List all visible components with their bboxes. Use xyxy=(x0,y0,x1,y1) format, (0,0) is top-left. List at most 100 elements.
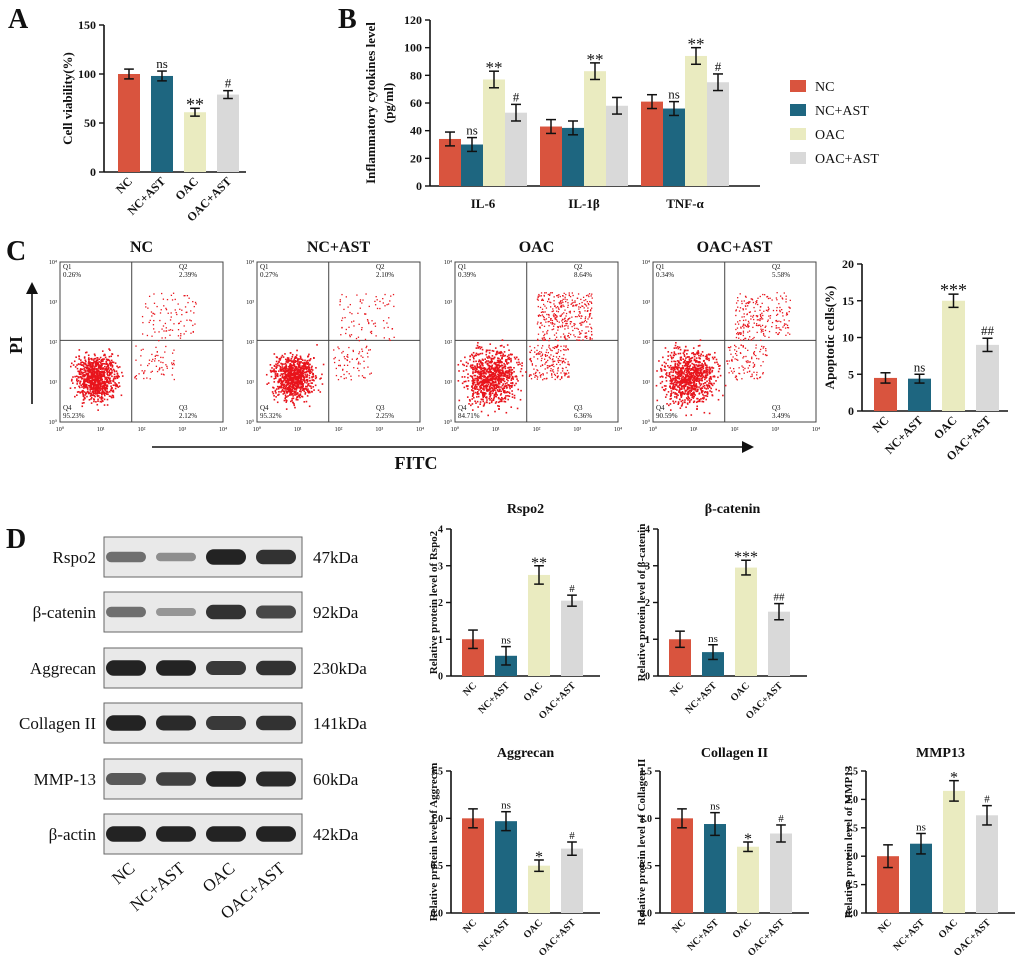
flow-dot xyxy=(117,366,120,369)
flow-dot xyxy=(749,301,751,303)
flow-dot xyxy=(359,300,361,303)
flow-dot xyxy=(103,354,105,357)
flow-dot xyxy=(494,387,496,389)
flow-dot xyxy=(555,346,557,348)
flow-dot xyxy=(743,327,745,329)
flow-dot xyxy=(90,373,93,376)
flow-dot xyxy=(103,384,106,387)
flow-dot xyxy=(541,324,543,326)
flow-dot xyxy=(488,402,491,405)
flow-dot xyxy=(694,389,697,391)
flow-dot xyxy=(499,398,502,401)
flow-dot xyxy=(97,395,100,397)
flow-dot xyxy=(353,320,355,322)
flow-dot xyxy=(699,355,702,357)
flow-dot xyxy=(158,368,161,370)
flow-dot xyxy=(489,385,491,387)
flow-dot xyxy=(665,373,667,375)
flow-dot xyxy=(284,396,287,398)
flow-dot xyxy=(578,331,581,333)
flow-dot xyxy=(489,360,492,363)
flow-dot xyxy=(490,371,492,373)
flow-dot xyxy=(496,389,499,392)
flow-dot xyxy=(108,377,110,380)
flow-dot xyxy=(528,374,531,376)
flow-dot xyxy=(555,317,557,319)
flow-dot xyxy=(589,314,591,316)
flow-dot xyxy=(771,321,774,324)
flow-dot xyxy=(290,365,293,368)
flow-dot xyxy=(185,311,187,314)
flow-dot xyxy=(737,323,740,325)
flow-dot xyxy=(280,373,283,375)
flow-dot xyxy=(479,376,481,378)
flow-dot xyxy=(501,367,504,369)
flow-dot xyxy=(510,357,512,360)
flow-dot xyxy=(513,394,516,397)
flow-dot xyxy=(484,380,487,382)
flow-dot xyxy=(775,331,777,334)
flow-dot xyxy=(477,376,479,379)
quadrant-q2: Q2 2.39% xyxy=(179,263,197,279)
flow-dot xyxy=(498,386,500,389)
flow-dot xyxy=(548,339,550,342)
flow-dot xyxy=(476,375,479,378)
flow-dot xyxy=(506,363,509,365)
flow-dot xyxy=(510,359,512,362)
flow-dot xyxy=(504,383,507,385)
flow-dot xyxy=(700,353,703,356)
flow-dot xyxy=(567,325,569,327)
flow-dot xyxy=(99,370,102,373)
flow-dot xyxy=(569,310,571,312)
flow-dot xyxy=(699,369,702,372)
flow-dot xyxy=(709,367,711,370)
flow-dot xyxy=(135,375,138,377)
flow-dot xyxy=(292,395,294,397)
flow-dot xyxy=(538,293,540,296)
flow-dot xyxy=(748,364,751,367)
flow-dot xyxy=(309,385,311,387)
flow-dot xyxy=(310,366,313,369)
flow-dot xyxy=(282,390,285,393)
flow-dot xyxy=(273,368,275,371)
flow-dot xyxy=(389,300,391,302)
flow-dot xyxy=(457,363,460,366)
flow-dot xyxy=(290,360,293,363)
flow-dot xyxy=(302,384,304,386)
flow-dot xyxy=(463,364,465,367)
flow-dot xyxy=(737,331,739,334)
flow-dot xyxy=(485,389,488,392)
flow-dot xyxy=(702,372,704,375)
flow-dot xyxy=(500,373,502,376)
flow-dot xyxy=(78,390,80,393)
flow-dot xyxy=(503,377,505,380)
flow-dot xyxy=(279,365,282,368)
flow-dot xyxy=(503,375,505,377)
flow-dot xyxy=(343,377,345,380)
flow-dot xyxy=(705,357,707,360)
flow-dot xyxy=(769,297,771,299)
flow-dot xyxy=(569,333,572,336)
flow-dot xyxy=(531,364,534,366)
flow-dot xyxy=(509,387,511,390)
flow-dot xyxy=(107,381,110,384)
flow-dot xyxy=(278,393,280,396)
flow-dot xyxy=(530,360,532,362)
flow-dot xyxy=(111,370,113,372)
flow-dot xyxy=(343,308,345,311)
flow-dot xyxy=(543,325,546,328)
flow-dot xyxy=(483,404,486,406)
flow-dot xyxy=(528,375,531,377)
flow-dot xyxy=(465,369,468,371)
flow-dot xyxy=(677,402,680,405)
flow-dot xyxy=(734,376,737,378)
flow-dot xyxy=(508,392,511,395)
y-tick-label: 0 xyxy=(416,179,422,193)
flow-dot xyxy=(499,400,501,403)
flow-dot xyxy=(308,390,311,393)
flow-dot xyxy=(490,366,493,368)
significance-label: # xyxy=(715,59,722,74)
flow-dot xyxy=(173,378,175,381)
flow-dot xyxy=(564,320,566,323)
flow-dot xyxy=(544,338,546,340)
